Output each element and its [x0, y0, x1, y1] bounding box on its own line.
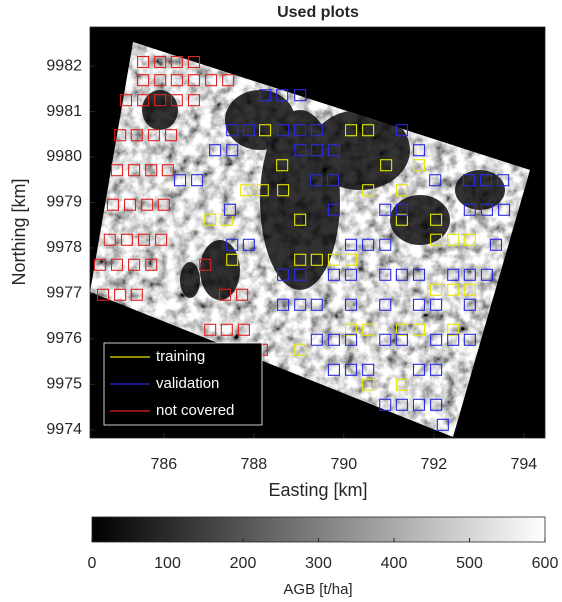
- x-tick-label: 792: [420, 456, 447, 473]
- colorbar-tick-label: 300: [305, 555, 332, 572]
- colorbar-label: AGB [t/ha]: [283, 581, 352, 598]
- legend-label: validation: [156, 375, 219, 392]
- chart: Used plots Easting [km] Northing [km] AG…: [0, 0, 562, 602]
- x-tick-label: 786: [150, 456, 177, 473]
- colorbar-tick-label: 100: [154, 555, 181, 572]
- x-tick-label: 788: [240, 456, 267, 473]
- y-tick-label: 9979: [46, 194, 82, 211]
- y-tick-label: 9982: [46, 57, 82, 74]
- chart-title: Used plots: [277, 4, 359, 21]
- y-tick-label: 9976: [46, 330, 82, 347]
- y-tick-label: 9977: [46, 285, 82, 302]
- colorbar-tick-label: 500: [456, 555, 483, 572]
- x-axis-label: Easting [km]: [268, 480, 367, 500]
- colorbar-tick-label: 400: [381, 555, 408, 572]
- y-tick-label: 9974: [46, 421, 82, 438]
- y-tick-label: 9975: [46, 376, 82, 393]
- y-tick-label: 9980: [46, 148, 82, 165]
- legend-label: not covered: [156, 402, 234, 419]
- y-tick-label: 9978: [46, 239, 82, 256]
- x-tick-label: 794: [510, 456, 537, 473]
- colorbar-tick-label: 0: [88, 555, 97, 572]
- x-tick-label: 790: [330, 456, 357, 473]
- y-tick-label: 9981: [46, 103, 82, 120]
- legend-label: training: [156, 348, 205, 365]
- colorbar-tick-label: 200: [230, 555, 257, 572]
- colorbar-tick-label: 600: [532, 555, 559, 572]
- y-axis-label: Northing [km]: [9, 178, 29, 285]
- legend: training validation not covered: [104, 343, 262, 425]
